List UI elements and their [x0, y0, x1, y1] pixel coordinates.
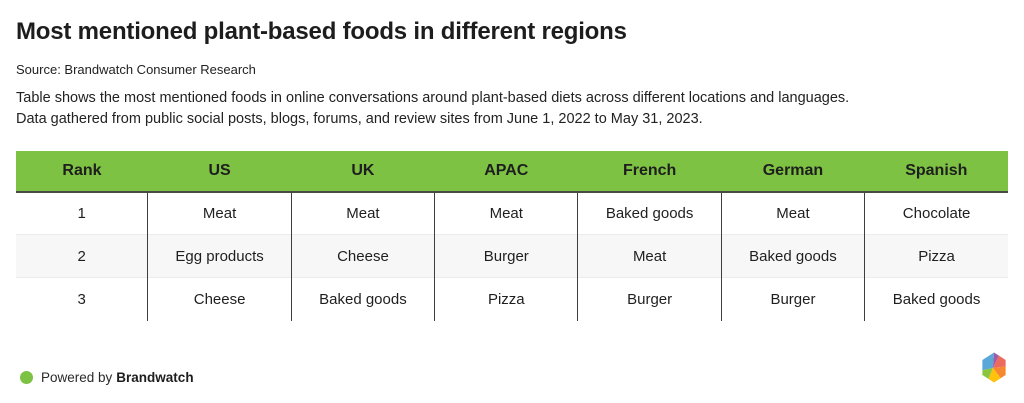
table-cell: Baked goods — [864, 277, 1008, 321]
page-title: Most mentioned plant-based foods in diff… — [16, 18, 627, 45]
column-header-spanish: Spanish — [864, 150, 1008, 193]
table-row: 2 Egg products Cheese Burger Meat Baked goods… — [16, 234, 1008, 278]
table-body: 1 Meat Meat Meat Baked goods Meat Chocolate 2 Eg… — [16, 191, 1008, 321]
powered-by-footer: Powered by Brandwatch — [20, 370, 194, 385]
table-cell: Baked goods — [720, 234, 865, 278]
rank-cell: 3 — [16, 277, 148, 321]
rank-cell: 2 — [16, 234, 148, 278]
table-cell: Burger — [434, 234, 578, 278]
source-line: Source: Brandwatch Consumer Research — [16, 61, 256, 77]
rank-cell: 1 — [16, 191, 148, 235]
description-line-1: Table shows the most mentioned foods in … — [16, 89, 850, 106]
description-line-2: Data gathered from public social posts, … — [16, 110, 703, 127]
column-header-apac: APAC — [434, 150, 578, 193]
column-header-german: German — [721, 150, 865, 193]
table-cell: Meat — [434, 191, 578, 235]
table-cell: Cheese — [290, 234, 435, 278]
table-row: 1 Meat Meat Meat Baked goods Meat Chocolate — [16, 191, 1008, 235]
table-cell: Meat — [290, 191, 435, 235]
column-header-french: French — [577, 150, 722, 193]
brand-name: Brandwatch — [116, 370, 194, 385]
green-dot-icon — [20, 371, 33, 384]
description-text: Table shows the most mentioned foods in … — [16, 88, 1008, 130]
column-header-uk: UK — [291, 150, 435, 193]
table-cell: Cheese — [147, 277, 292, 321]
table-header-row: Rank US UK APAC French German Spanish — [16, 150, 1008, 193]
table-cell: Meat — [577, 234, 722, 278]
table-cell: Baked goods — [290, 277, 435, 321]
table-cell: Burger — [577, 277, 722, 321]
table-cell: Chocolate — [864, 191, 1008, 235]
table-cell: Meat — [720, 191, 865, 235]
table-cell: Pizza — [434, 277, 578, 321]
table-row: 3 Cheese Baked goods Pizza Burger Burger Baked… — [16, 277, 1008, 321]
foods-table: Rank US UK APAC French German Spanish 1 Meat Mea… — [16, 150, 1008, 321]
table-cell: Burger — [720, 277, 865, 321]
column-header-rank: Rank — [16, 150, 148, 193]
column-header-us: US — [147, 150, 292, 193]
table-cell: Baked goods — [577, 191, 722, 235]
table-cell: Egg products — [147, 234, 292, 278]
table-cell: Pizza — [864, 234, 1008, 278]
brandwatch-hexagon-logo-icon — [982, 352, 1006, 383]
table-cell: Meat — [147, 191, 292, 235]
powered-by-label: Powered by — [41, 370, 113, 385]
